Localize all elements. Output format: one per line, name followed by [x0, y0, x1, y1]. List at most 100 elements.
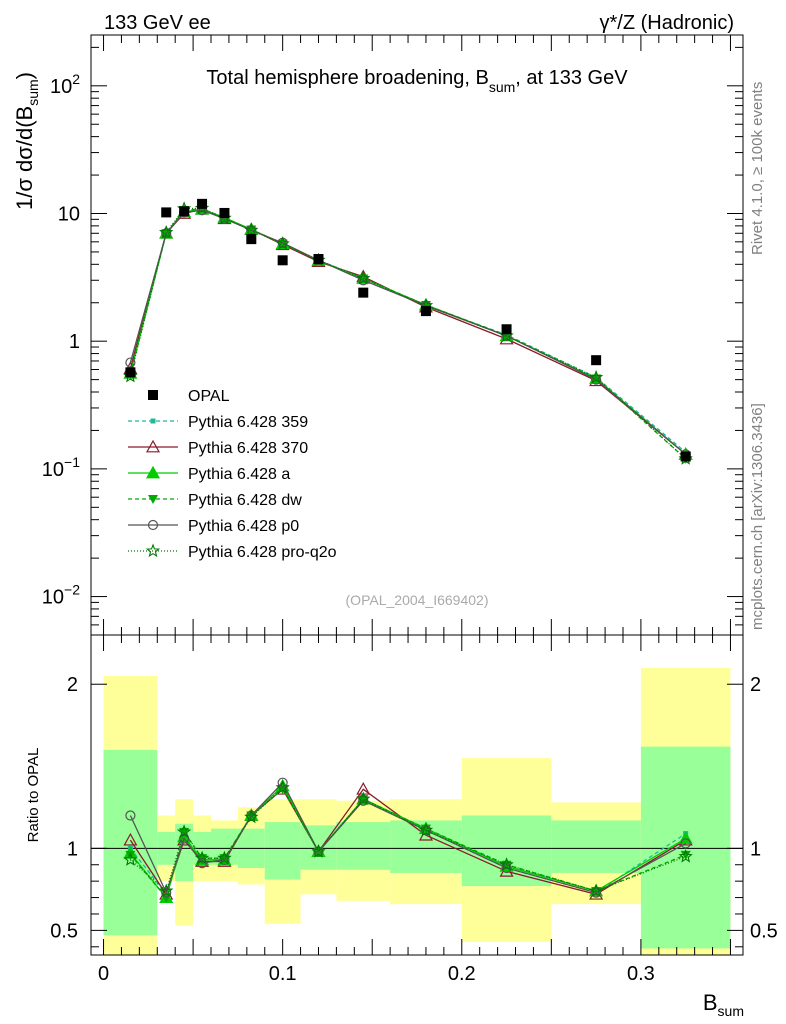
ratio-y-tick-label: 0.5 — [50, 920, 78, 942]
ratio-stat-band — [264, 822, 301, 880]
ratio-marker-5 — [159, 883, 174, 898]
data-point — [313, 254, 324, 265]
series-marker-4 — [161, 228, 172, 239]
data-point — [161, 207, 172, 218]
series-marker-5 — [589, 369, 604, 384]
legend: OPAL Pythia 6.428 359 Pythia 6.428 370 Pyth… — [128, 388, 337, 561]
ratio-bands — [103, 667, 731, 955]
ratio-y-axis-label: Ratio to OPAL — [25, 748, 42, 843]
ratio-stat-band — [336, 822, 391, 870]
x-tick-label: 0 — [98, 963, 109, 985]
ratio-marker-5 — [418, 822, 434, 837]
header-left-label: 133 GeV ee — [104, 12, 211, 34]
data-point — [358, 287, 369, 298]
legend-label-4: Pythia 6.428 p0 — [188, 518, 299, 535]
legend-label-data: OPAL — [188, 388, 230, 405]
legend-marker-0 — [150, 418, 156, 424]
main-watermark: (OPAL_2004_I669402) — [346, 592, 489, 608]
ratio-marker-3 — [125, 850, 136, 860]
legend-marker-2 — [145, 465, 161, 479]
ratio-y-tick-label-right: 2 — [750, 674, 761, 696]
series-marker-5 — [244, 222, 259, 237]
ratio-marker-5 — [499, 857, 514, 871]
ratio-line-5 — [129, 786, 686, 893]
y-tick-label: 1 — [69, 331, 80, 353]
ratio-marker-1 — [123, 832, 138, 846]
ratio-marker-3 — [680, 850, 691, 860]
data-point — [680, 451, 691, 462]
data-point — [179, 206, 190, 217]
data-point — [197, 198, 208, 209]
main-title: Total hemisphere broadening, Bsum, at 13… — [206, 67, 628, 95]
ratio-y-tick-label: 2 — [67, 674, 78, 696]
header-right-label: γ*/Z (Hadronic) — [600, 12, 734, 34]
ratio-plot-frame — [90, 634, 744, 956]
ratio-stat-band — [551, 820, 641, 873]
legend-marker-3 — [148, 495, 158, 504]
y-tick-label: 10−1 — [42, 454, 80, 481]
legend-marker-1 — [145, 439, 161, 453]
ratio-marker-5 — [194, 850, 210, 865]
series-marker-4 — [125, 357, 136, 368]
data-point — [125, 367, 136, 378]
series-marker-5 — [275, 236, 290, 250]
data-point — [277, 255, 288, 266]
main-panel: Total hemisphere broadening, Bsum, at 13… — [12, 34, 744, 636]
ratio-marker-4 — [125, 810, 136, 821]
ratio-y-tick-label-right: 0.5 — [750, 920, 778, 942]
x-tick-label: 0.3 — [627, 963, 655, 985]
legend-label-0: Pythia 6.428 359 — [188, 414, 308, 431]
data-point — [501, 324, 512, 335]
ratio-marker-5 — [176, 824, 192, 839]
main-y-axis-label: 1/σ dσ/d(Bsum) — [12, 72, 41, 210]
series-marker-5 — [356, 270, 371, 285]
ratio-y-ticks: 0.5 0.5 1 1 2 2 — [50, 674, 778, 948]
ratio-marker-4 — [219, 854, 230, 865]
y-tick-label: 10 — [58, 203, 80, 225]
main-data-points — [125, 198, 691, 462]
legend-label-3: Pythia 6.428 dw — [188, 492, 302, 509]
ratio-panel: 0.5 0.5 1 1 2 2 0 0.1 0.2 0.3 Ratio to OPAL Bsum — [25, 634, 778, 1019]
ratio-marker-5 — [678, 848, 693, 863]
ratio-marker-4 — [591, 887, 602, 898]
side-label-top: Rivet 4.1.0, ≥ 100k events — [749, 82, 766, 255]
ratio-marker-5 — [588, 883, 604, 898]
legend-marker-5 — [145, 543, 161, 558]
data-point — [420, 306, 431, 317]
ratio-marker-4 — [161, 887, 172, 898]
legend-marker-4 — [147, 519, 159, 531]
ratio-y-tick-label-right: 1 — [750, 838, 761, 860]
ratio-stat-band — [103, 749, 158, 936]
ratio-series-lines — [123, 777, 693, 903]
series-marker-5 — [159, 225, 174, 239]
x-tick-label: 0.1 — [269, 963, 297, 985]
ratio-marker-5 — [356, 791, 371, 806]
ratio-marker-5 — [244, 809, 259, 824]
ratio-y-tick-label: 1 — [67, 838, 78, 860]
legend-label-2: Pythia 6.428 a — [188, 466, 290, 483]
x-tick-label: 0.2 — [448, 963, 476, 985]
legend-label-5: Pythia 6.428 pro-q2o — [188, 544, 337, 561]
x-axis-label: Bsum — [703, 990, 744, 1019]
series-marker-4 — [591, 374, 602, 385]
legend-marker-data — [148, 390, 158, 400]
ratio-marker-4 — [501, 862, 512, 874]
data-point — [219, 207, 230, 218]
ratio-marker-5 — [275, 780, 290, 794]
series-marker-4 — [358, 275, 369, 286]
ratio-marker-5 — [217, 850, 232, 865]
data-point — [246, 234, 257, 245]
side-label-bottom: mcplots.cern.ch [arXiv:1306.3436] — [749, 403, 766, 630]
y-tick-label: 102 — [50, 71, 80, 98]
ratio-marker-4 — [680, 838, 691, 849]
ratio-marker-5 — [311, 844, 326, 858]
main-y-ticks: 10−2 10−1 1 10 102 — [42, 46, 743, 636]
ratio-x-ticks: 0 0.1 0.2 0.3 — [98, 635, 731, 985]
ratio-marker-2 — [678, 831, 693, 844]
legend-label-1: Pythia 6.428 370 — [188, 440, 308, 457]
data-point — [591, 355, 602, 366]
ratio-marker-5 — [123, 852, 138, 866]
main-x-ticks — [103, 35, 731, 635]
y-tick-label: 10−2 — [42, 582, 80, 609]
